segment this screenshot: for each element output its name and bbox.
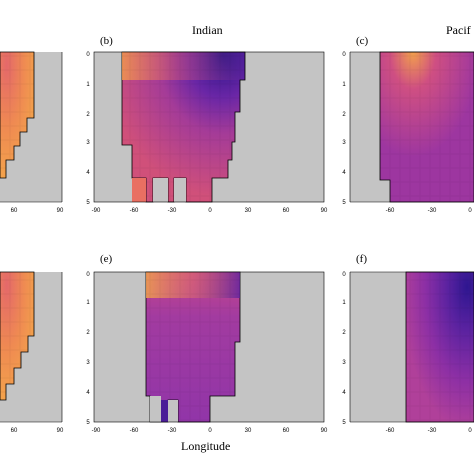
- panel-a-x-tick: 60: [11, 208, 18, 214]
- panel-e-x-tick: -90: [92, 428, 101, 434]
- panel-e-label: (e): [100, 253, 113, 265]
- panel-f-label: (f): [356, 253, 367, 265]
- panel-c-y-tick: 0: [342, 52, 346, 58]
- panel-f: (f) -60 -30 0 0 1 2 3 4 5: [342, 253, 474, 434]
- panel-e-x-tick: 0: [208, 428, 212, 434]
- panel-b-x-tick: -60: [130, 208, 139, 214]
- panel-e-x-tick: 60: [283, 428, 290, 434]
- panel-c: Pacif (c) -60 -30 0 0 1 2 3 4 5: [342, 23, 474, 214]
- panel-e-y-tick: 3: [86, 360, 90, 366]
- panel-e-x-tick: 30: [245, 428, 252, 434]
- panel-f-y-tick: 0: [342, 272, 346, 278]
- panel-f-y-tick: 4: [342, 390, 346, 396]
- panel-e-y-tick: 2: [86, 330, 90, 336]
- panel-b-x-tick: 30: [245, 208, 252, 214]
- panel-e-y-tick: 4: [86, 390, 90, 396]
- panel-c-x-tick: 0: [468, 208, 472, 214]
- panel-b-y-tick: 0: [86, 52, 90, 58]
- x-axis-label: Longitude: [181, 439, 230, 453]
- panel-c-y-tick: 2: [342, 112, 346, 118]
- panel-f-y-tick: 5: [342, 420, 346, 426]
- panel-f-x-tick: 0: [468, 428, 472, 434]
- panel-b: Indian (b) -90 -60 -30 0 30 60 90 0 1 2 3 4 5: [86, 23, 328, 214]
- panel-e-y-tick: 0: [86, 272, 90, 278]
- panel-b-x-tick: 90: [321, 208, 328, 214]
- panel-b-y-tick: 4: [86, 170, 90, 176]
- column-title-pacific: Pacif: [446, 23, 471, 37]
- panel-c-x-tick: -30: [428, 208, 437, 214]
- panel-c-x-tick: -60: [386, 208, 395, 214]
- panel-b-x-tick: -90: [92, 208, 101, 214]
- panel-b-y-tick: 2: [86, 112, 90, 118]
- panel-d-x-tick: 60: [11, 428, 18, 434]
- panel-c-y-tick: 1: [342, 82, 346, 88]
- panel-b-y-tick: 1: [86, 82, 90, 88]
- panel-f-y-tick: 2: [342, 330, 346, 336]
- panel-e-x-tick: 90: [321, 428, 328, 434]
- panel-a-x-tick: 90: [57, 208, 64, 214]
- panel-a: 60 90: [0, 51, 64, 214]
- panel-b-y-tick: 3: [86, 140, 90, 146]
- panel-f-y-tick: 3: [342, 360, 346, 366]
- panel-e-y-tick: 5: [86, 420, 90, 426]
- panel-e-y-tick: 1: [86, 300, 90, 306]
- panel-f-y-tick: 1: [342, 300, 346, 306]
- panel-f-x-tick: -30: [428, 428, 437, 434]
- panel-b-label: (b): [100, 35, 113, 47]
- panel-f-x-tick: -60: [386, 428, 395, 434]
- panel-b-x-tick: 0: [208, 208, 212, 214]
- panel-e-x-tick: -30: [168, 428, 177, 434]
- column-title-indian: Indian: [192, 23, 223, 37]
- panel-b-y-tick: 5: [86, 200, 90, 206]
- panel-b-x-tick: -30: [168, 208, 177, 214]
- panel-d: 60 90: [0, 271, 64, 434]
- panel-d-x-tick: 90: [57, 428, 64, 434]
- panel-e: (e) Longitude -90 -60 -30 0 30 60 90 0 1 2 3 4 5: [86, 253, 328, 453]
- panel-c-y-tick: 4: [342, 170, 346, 176]
- panel-b-x-tick: 60: [283, 208, 290, 214]
- panel-e-x-tick: -60: [130, 428, 139, 434]
- panel-c-y-tick: 5: [342, 200, 346, 206]
- panel-c-label: (c): [356, 35, 369, 47]
- panel-c-y-tick: 3: [342, 140, 346, 146]
